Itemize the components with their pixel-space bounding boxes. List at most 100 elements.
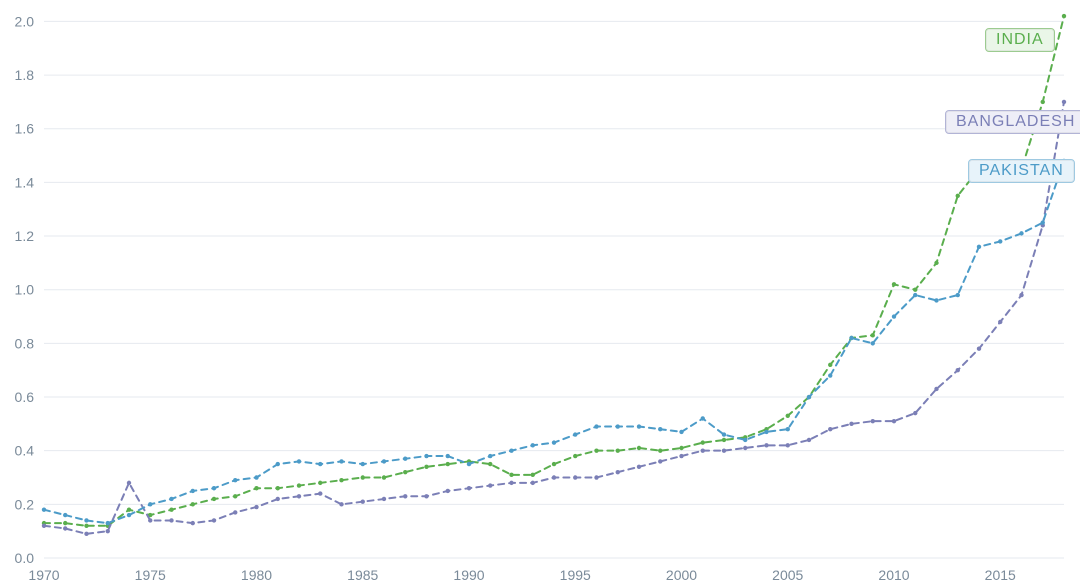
series-marker	[361, 462, 365, 466]
series-marker	[828, 363, 832, 367]
series-marker	[531, 443, 535, 447]
series-marker	[658, 448, 662, 452]
series-marker	[807, 395, 811, 399]
series-marker	[63, 513, 67, 517]
series-marker	[63, 526, 67, 530]
series-marker	[339, 459, 343, 463]
series-marker	[594, 424, 598, 428]
y-axis-tick-label: 0.8	[15, 335, 35, 351]
series-marker	[828, 427, 832, 431]
series-marker	[552, 475, 556, 479]
series-marker	[701, 448, 705, 452]
series-marker	[552, 440, 556, 444]
series-marker	[743, 438, 747, 442]
series-marker	[913, 293, 917, 297]
series-marker	[127, 513, 131, 517]
x-axis-tick-label: 2000	[666, 567, 697, 583]
series-marker	[871, 333, 875, 337]
series-marker	[297, 483, 301, 487]
series-marker	[1062, 100, 1066, 104]
series-marker	[84, 524, 88, 528]
series-marker	[701, 440, 705, 444]
series-marker	[339, 478, 343, 482]
series-marker	[934, 261, 938, 265]
series-marker	[191, 521, 195, 525]
series-marker	[531, 481, 535, 485]
series-marker	[913, 288, 917, 292]
series-marker	[382, 459, 386, 463]
series-marker	[701, 416, 705, 420]
series-marker	[509, 448, 513, 452]
series-marker	[467, 462, 471, 466]
series-marker	[786, 414, 790, 418]
series-marker	[361, 475, 365, 479]
series-marker	[276, 462, 280, 466]
series-marker	[403, 457, 407, 461]
series-marker	[658, 427, 662, 431]
series-marker	[573, 432, 577, 436]
x-axis-tick-label: 1990	[453, 567, 484, 583]
y-axis-tick-label: 1.2	[15, 228, 35, 244]
series-marker	[254, 505, 258, 509]
series-marker	[722, 432, 726, 436]
series-marker	[786, 443, 790, 447]
series-marker	[127, 508, 131, 512]
y-axis-tick-label: 1.4	[15, 174, 35, 190]
series-marker	[233, 478, 237, 482]
series-marker	[488, 462, 492, 466]
series-marker	[1062, 14, 1066, 18]
series-marker	[637, 424, 641, 428]
series-marker	[934, 298, 938, 302]
series-marker	[148, 518, 152, 522]
y-axis-tick-label: 1.8	[15, 67, 35, 83]
series-marker	[42, 524, 46, 528]
series-marker	[722, 448, 726, 452]
series-marker	[679, 454, 683, 458]
series-marker	[573, 475, 577, 479]
series-marker	[169, 518, 173, 522]
series-marker	[339, 502, 343, 506]
series-marker	[594, 448, 598, 452]
series-marker	[956, 368, 960, 372]
x-axis-tick-label: 1975	[135, 567, 166, 583]
series-marker	[361, 499, 365, 503]
series-marker	[509, 481, 513, 485]
series-marker	[1019, 231, 1023, 235]
series-marker	[318, 462, 322, 466]
series-marker	[403, 470, 407, 474]
series-marker	[616, 448, 620, 452]
series-marker	[616, 424, 620, 428]
series-marker	[977, 245, 981, 249]
series-marker	[127, 481, 131, 485]
series-marker	[403, 494, 407, 498]
series-marker	[998, 320, 1002, 324]
series-marker	[84, 518, 88, 522]
chart-svg: 0.00.20.40.60.81.01.21.41.61.82.01970197…	[0, 0, 1080, 588]
series-marker	[892, 419, 896, 423]
x-axis-tick-label: 2005	[772, 567, 803, 583]
series-marker	[488, 454, 492, 458]
series-marker	[892, 282, 896, 286]
line-chart: 0.00.20.40.60.81.01.21.41.61.82.01970197…	[0, 0, 1080, 588]
series-marker	[573, 454, 577, 458]
series-marker	[594, 475, 598, 479]
series-marker	[446, 454, 450, 458]
series-marker	[743, 446, 747, 450]
series-label-bangladesh: BANGLADESH	[945, 110, 1080, 134]
series-marker	[424, 494, 428, 498]
series-marker	[786, 427, 790, 431]
x-axis-tick-label: 2010	[878, 567, 909, 583]
series-marker	[148, 502, 152, 506]
series-marker	[84, 532, 88, 536]
series-marker	[106, 521, 110, 525]
series-marker	[892, 314, 896, 318]
series-marker	[424, 454, 428, 458]
series-marker	[106, 529, 110, 533]
x-axis-tick-label: 1995	[560, 567, 591, 583]
series-marker	[849, 336, 853, 340]
series-marker	[871, 419, 875, 423]
y-axis-tick-label: 1.0	[15, 282, 35, 298]
y-axis-tick-label: 1.6	[15, 121, 35, 137]
series-marker	[233, 494, 237, 498]
y-axis-tick-label: 0.0	[15, 550, 35, 566]
